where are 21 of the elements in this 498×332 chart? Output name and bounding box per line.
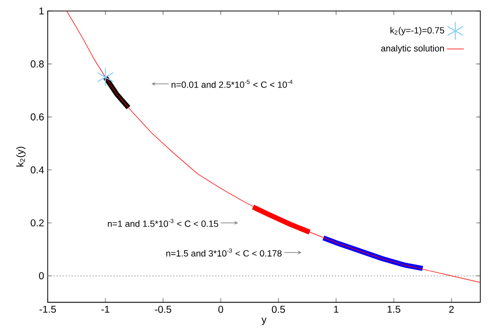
x-tick-label: 1.5 [388, 306, 400, 313]
annotation: n=0.01 and 2.5*10$^{-5}$ < C < 10$^{-4}$ [172, 80, 292, 88]
y-tick-label: 0 [39, 272, 44, 280]
x-tick-label: 0.5 [272, 306, 285, 313]
y-axis-title: k$_{2}$(y) [16, 146, 26, 166]
x-axis-title: y [262, 318, 266, 326]
y-tick-label: 0.4 [30, 166, 44, 174]
x-tick-label: -1.5 [40, 306, 56, 313]
y-tick-label: 0.8 [30, 60, 44, 68]
annotation: n=1 and 1.5*10$^{-3}$ < C < 0.15 [108, 218, 218, 227]
annotation: n=1.5 and 3*10$^{-3}$ < C < 0.178 [166, 248, 282, 257]
x-tick-label: -0.5 [154, 306, 172, 313]
x-tick-label: 0 [218, 306, 224, 313]
x-tick-label: -1 [101, 306, 110, 313]
legend-label: k$_{2}$(y=-1)=0.75 [390, 26, 444, 36]
y-tick-label: 1 [39, 8, 44, 14]
y-tick-label: 0.2 [30, 219, 44, 226]
x-tick-label: 2 [449, 306, 454, 313]
y-tick-label: 0.6 [30, 113, 44, 120]
legend-label: analytic solution [381, 44, 444, 54]
x-tick-label: 1 [334, 306, 338, 313]
